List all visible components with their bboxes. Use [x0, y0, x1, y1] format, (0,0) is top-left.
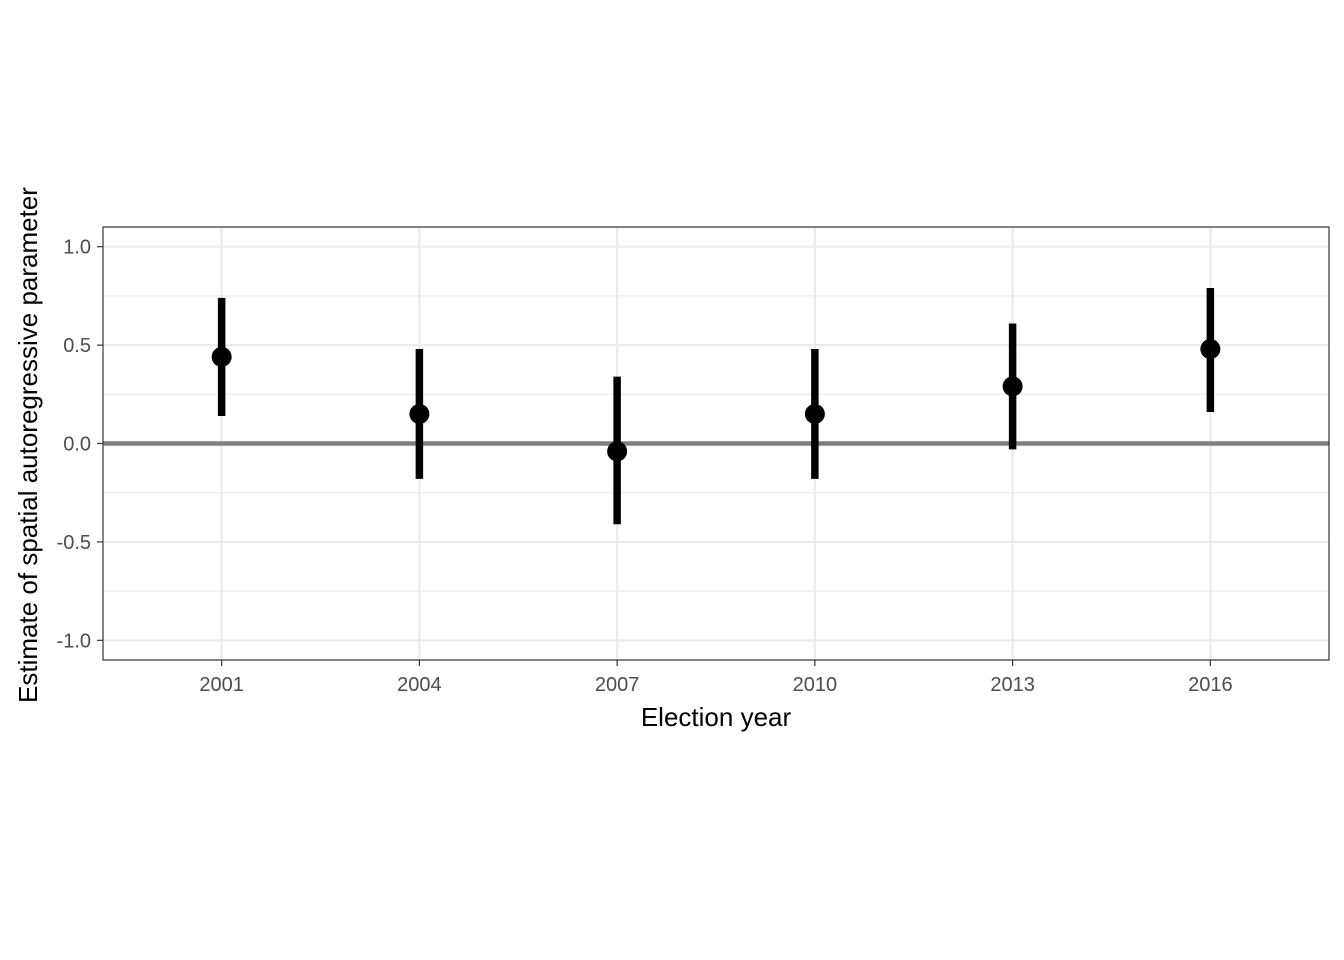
estimate-point-2010: [804, 403, 825, 424]
error-bar-layer: [217, 288, 1215, 525]
y-tick-label: -1.0: [57, 630, 91, 652]
estimate-point-2007: [607, 441, 628, 462]
y-tick-label: 0.5: [63, 335, 91, 357]
x-tick-label: 2010: [793, 674, 838, 696]
y-tick-layer: -1.0 -0.5 0.0 0.5 1.0: [57, 237, 103, 652]
x-tick-label: 2016: [1188, 674, 1233, 696]
x-tick-label: 2013: [990, 674, 1035, 696]
x-axis-title: Election year: [641, 702, 792, 732]
estimate-point-2016: [1200, 339, 1221, 360]
y-tick-label: -0.5: [57, 532, 91, 554]
x-tick-layer: 2001 2004 2007 2010 2013 2016: [199, 660, 1233, 696]
estimate-point-2013: [1002, 376, 1023, 397]
y-tick-label: 0.0: [63, 434, 91, 456]
x-tick-label: 2004: [397, 674, 442, 696]
estimate-point-2004: [409, 403, 430, 424]
y-axis-title: Estimate of spatial autoregressive param…: [13, 187, 43, 703]
x-tick-label: 2007: [595, 674, 640, 696]
point-layer: [211, 339, 1221, 462]
y-tick-label: 1.0: [63, 237, 91, 259]
estimate-point-2001: [211, 346, 232, 367]
x-tick-label: 2001: [199, 674, 244, 696]
